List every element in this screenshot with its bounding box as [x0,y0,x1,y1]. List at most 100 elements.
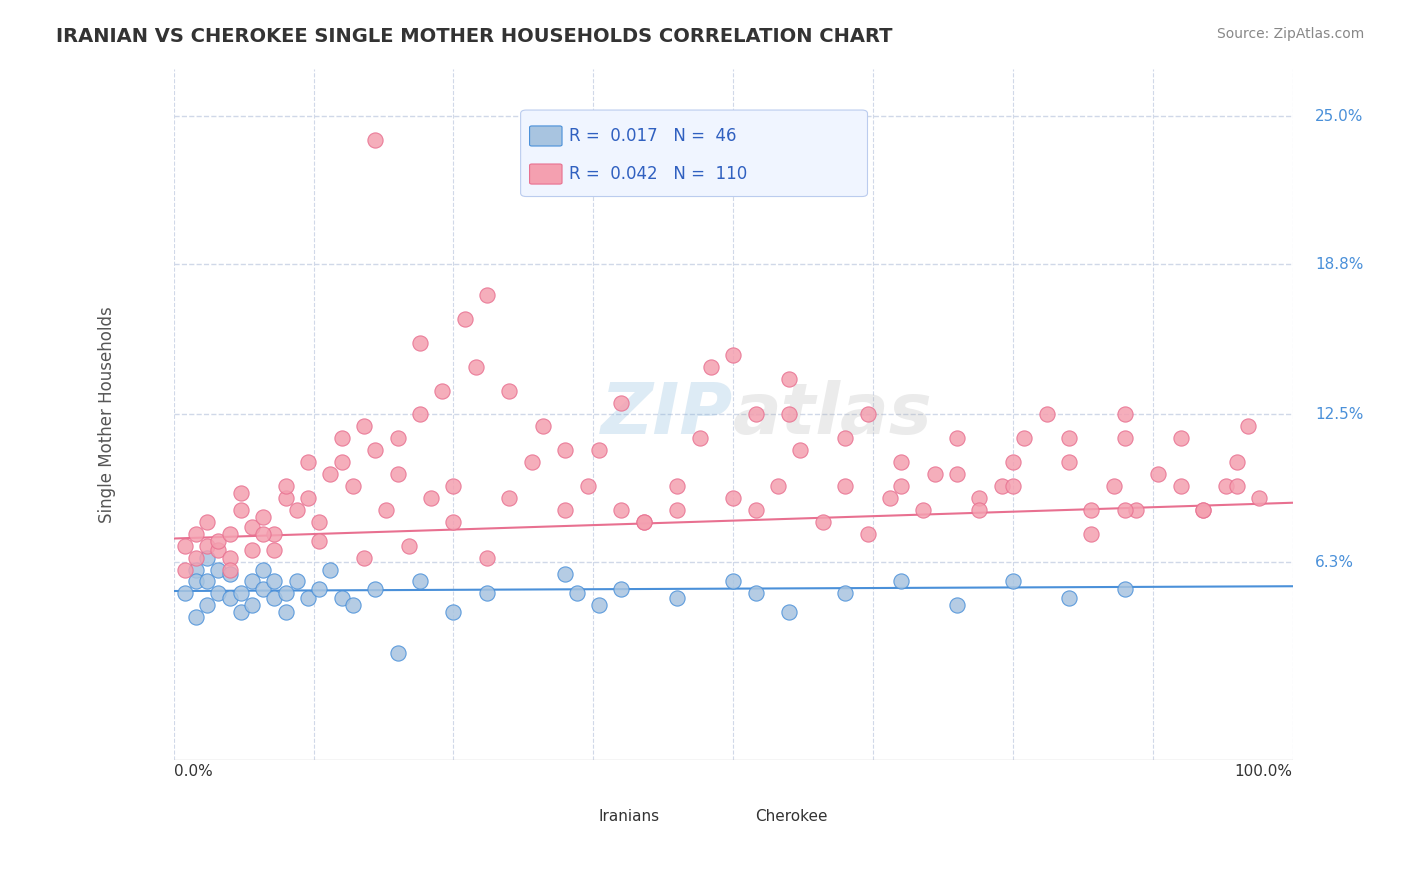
Point [1192,503,1215,517]
Point [308,582,330,596]
Text: Cherokee: Cherokee [755,809,828,824]
Point [218,526,240,541]
Point [834,431,856,445]
Point [721,574,744,589]
Point [856,526,879,541]
Point [195,550,218,565]
FancyBboxPatch shape [530,126,562,146]
Point [778,606,800,620]
Point [531,419,554,434]
Point [342,599,364,613]
Text: R =  0.017   N =  46: R = 0.017 N = 46 [569,127,737,145]
Point [1057,591,1080,606]
Text: Source: ZipAtlas.com: Source: ZipAtlas.com [1216,27,1364,41]
Point [364,582,387,596]
Point [420,491,443,505]
Point [195,515,218,529]
Point [330,431,353,445]
Point [285,503,308,517]
Point [464,359,486,374]
Text: Single Mother Households: Single Mother Households [97,306,115,523]
Point [1237,419,1260,434]
Point [778,408,800,422]
Point [554,567,576,582]
Point [184,526,207,541]
Point [666,479,689,493]
FancyBboxPatch shape [520,110,868,196]
Point [1114,408,1136,422]
Text: ZIP: ZIP [600,380,733,449]
Point [319,467,342,482]
Point [252,582,274,596]
Point [342,479,364,493]
Point [1057,455,1080,469]
Point [375,503,398,517]
Point [610,395,633,409]
Point [633,515,655,529]
Point [240,519,263,533]
Point [330,591,353,606]
Point [240,574,263,589]
Point [1249,491,1271,505]
Point [297,455,319,469]
FancyBboxPatch shape [530,164,562,184]
Point [834,586,856,600]
Point [721,348,744,362]
Text: R =  0.042   N =  110: R = 0.042 N = 110 [569,165,747,183]
Point [1170,431,1192,445]
Text: IRANIAN VS CHEROKEE SINGLE MOTHER HOUSEHOLDS CORRELATION CHART: IRANIAN VS CHEROKEE SINGLE MOTHER HOUSEH… [56,27,893,45]
Point [184,550,207,565]
Point [890,574,912,589]
Point [263,591,285,606]
Point [353,419,375,434]
Point [218,550,240,565]
Point [1035,408,1057,422]
Point [195,539,218,553]
Point [353,550,375,565]
Point [207,533,229,548]
Point [969,503,991,517]
Point [229,486,252,500]
Point [1080,526,1102,541]
Point [252,526,274,541]
Point [1114,431,1136,445]
Point [195,574,218,589]
Point [1192,503,1215,517]
Point [218,591,240,606]
Point [443,479,465,493]
Point [274,479,297,493]
Point [1226,455,1249,469]
Point [229,586,252,600]
Point [588,599,610,613]
Point [766,479,789,493]
Point [308,533,330,548]
Point [666,503,689,517]
Point [475,550,498,565]
Point [218,567,240,582]
Point [946,467,969,482]
Point [308,515,330,529]
Point [398,539,420,553]
Point [285,574,308,589]
Point [263,574,285,589]
Point [252,562,274,576]
Point [409,408,432,422]
Point [554,503,576,517]
Point [195,599,218,613]
Point [1114,582,1136,596]
Point [274,491,297,505]
FancyBboxPatch shape [728,783,754,814]
Point [1012,431,1035,445]
Point [576,479,599,493]
Point [207,586,229,600]
Point [184,562,207,576]
Point [924,467,946,482]
Point [229,606,252,620]
Point [554,443,576,458]
Point [252,510,274,524]
Point [297,591,319,606]
Point [1226,479,1249,493]
Point [207,543,229,558]
Point [565,586,588,600]
Point [834,479,856,493]
